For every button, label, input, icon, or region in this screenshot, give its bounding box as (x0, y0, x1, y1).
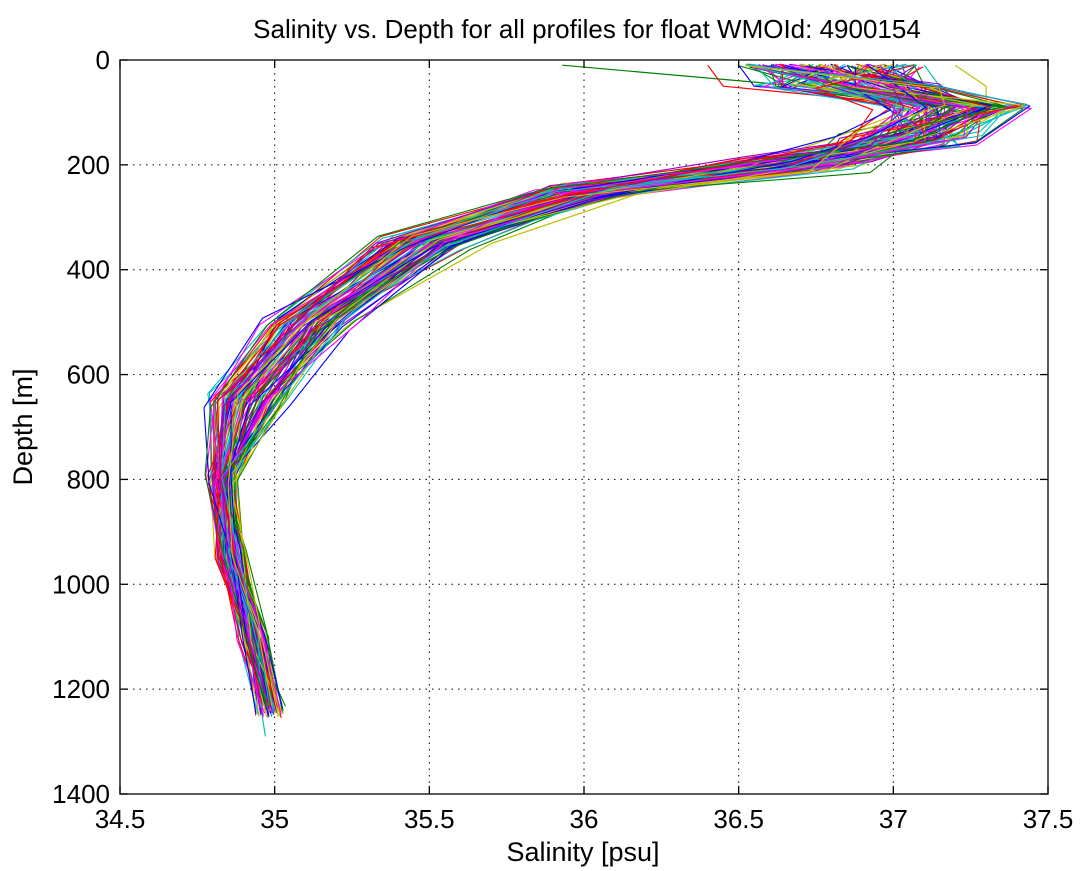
x-tick-label: 35.5 (404, 804, 455, 834)
y-tick-label: 0 (96, 45, 110, 75)
profile-line (217, 65, 992, 714)
profile-line (226, 65, 991, 707)
profile-line (218, 67, 1012, 708)
profile-line (214, 64, 914, 704)
x-tick-label: 34.5 (95, 804, 146, 834)
y-tick-label: 1400 (52, 779, 110, 809)
profile-line (222, 66, 1020, 705)
x-tick-label: 36 (570, 804, 599, 834)
y-tick-label: 1200 (52, 674, 110, 704)
profile-line (221, 65, 1007, 706)
profile-line (218, 65, 975, 718)
y-tick-label: 400 (67, 255, 110, 285)
x-tick-label: 36.5 (713, 804, 764, 834)
y-tick-label: 200 (67, 150, 110, 180)
profile-line (222, 63, 969, 715)
y-tick-label: 800 (67, 464, 110, 494)
profile-line (230, 63, 1006, 718)
x-tick-label: 37 (879, 804, 908, 834)
profile-line (219, 65, 991, 708)
profile-line (213, 64, 928, 703)
series-layer (203, 63, 1032, 737)
profile-line (230, 63, 1004, 710)
x-tick-label: 37.5 (1023, 804, 1074, 834)
profile-line (230, 63, 1028, 705)
profile-line (228, 64, 1032, 713)
profile-line (227, 66, 1005, 712)
profile-line (204, 63, 951, 707)
profile-line (234, 64, 997, 705)
profile-line (227, 64, 946, 707)
profile-line (230, 63, 1026, 718)
profile-line (221, 64, 1029, 709)
profile-line (230, 63, 927, 716)
profile-line (220, 65, 905, 704)
profile-line (222, 66, 990, 706)
profile-line (226, 65, 992, 709)
profile-line (222, 63, 1031, 714)
chart-title: Salinity vs. Depth for all profiles for … (253, 14, 921, 44)
profile-line (235, 63, 978, 714)
profile-line (225, 66, 982, 713)
x-tick-label: 35 (260, 804, 289, 834)
y-axis-label: Depth [m] (8, 368, 38, 485)
profile-line (236, 64, 987, 711)
tick-layer: 34.5 35 35.5 36 36.5 37 37.5 0 200 400 600 800 1000 1… (52, 45, 1073, 834)
x-axis-label: Salinity [psu] (506, 837, 659, 867)
y-tick-label: 600 (67, 360, 110, 390)
profile-line (231, 63, 989, 716)
y-tick-label: 1000 (52, 569, 110, 599)
profile-line (203, 66, 892, 714)
profile-line (232, 63, 1004, 717)
profile-line (237, 64, 1006, 716)
profile-line (211, 65, 896, 716)
profile-line (223, 65, 1024, 714)
profile-line (213, 63, 928, 708)
profile-line (224, 64, 1018, 711)
